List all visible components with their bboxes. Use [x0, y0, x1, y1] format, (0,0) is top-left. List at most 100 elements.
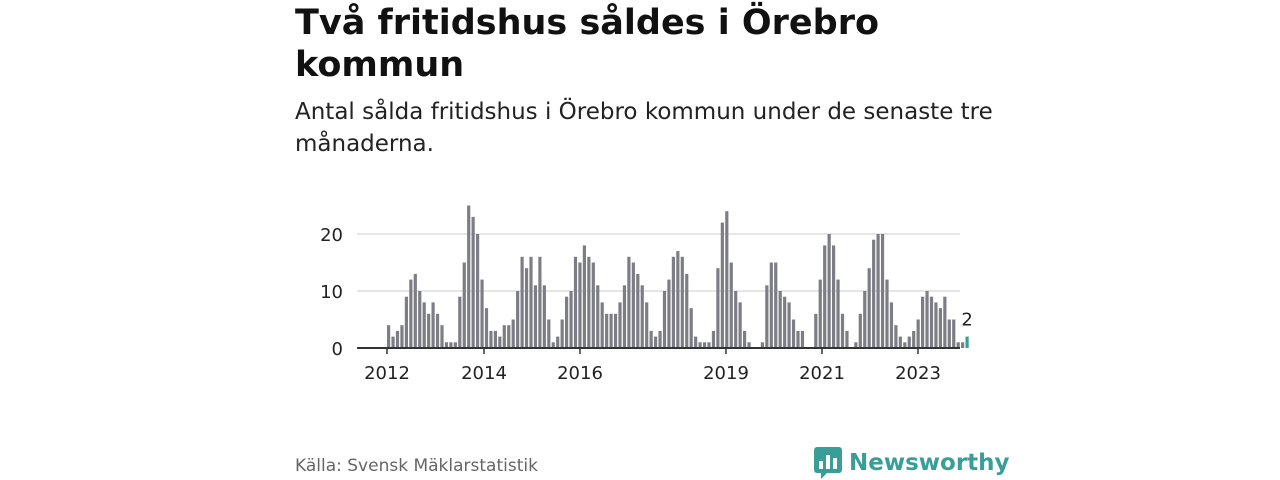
- bar: [818, 279, 822, 348]
- bar: [484, 308, 489, 348]
- bar: [498, 336, 502, 348]
- bar: [676, 251, 680, 348]
- y-tick-label: 0: [332, 339, 343, 360]
- bar: [618, 302, 622, 348]
- bar: [845, 330, 849, 348]
- bar: [471, 216, 475, 348]
- bar: [671, 256, 675, 348]
- bar: [529, 256, 533, 348]
- bar: [711, 330, 716, 348]
- bar: [654, 336, 658, 348]
- bar: [489, 330, 493, 348]
- bar: [600, 302, 604, 348]
- bar: [863, 291, 867, 348]
- chart-subtitle: Antal sålda fritidshus i Örebro kommun u…: [295, 99, 993, 157]
- bar-chart: 0 10 20 2012 2014 2016 2019 2021 2023 2: [320, 205, 973, 384]
- bar: [418, 291, 422, 348]
- bar: [889, 302, 894, 348]
- bar: [791, 319, 796, 348]
- x-tick-label: 2016: [557, 363, 603, 384]
- bar: [502, 325, 506, 348]
- bar: [912, 330, 916, 348]
- bar: [783, 296, 787, 348]
- bar: [956, 342, 960, 348]
- bar: [658, 330, 662, 348]
- bar: [667, 279, 671, 348]
- bar: [556, 336, 560, 348]
- bar: [440, 325, 444, 348]
- data-label-last: 2: [961, 310, 972, 331]
- bar: [827, 234, 831, 348]
- newsworthy-logo: Newsworthy: [813, 446, 1010, 480]
- bar: [533, 285, 538, 348]
- bar: [467, 205, 471, 348]
- bar: [943, 296, 947, 348]
- bar: [952, 319, 956, 348]
- bar: [738, 302, 742, 348]
- bar-chart-speech-bubble-icon: [814, 447, 842, 479]
- bar: [694, 336, 698, 348]
- bar: [453, 342, 457, 348]
- bar: [609, 313, 613, 348]
- bar: [725, 211, 729, 348]
- source-note: Källa: Svensk Mäklarstatistik: [295, 456, 538, 476]
- bar: [565, 296, 569, 348]
- bar: [578, 262, 582, 348]
- bar: [747, 342, 751, 348]
- bar: [627, 256, 631, 348]
- bar: [796, 330, 800, 348]
- bar: [689, 308, 693, 348]
- bar: [916, 319, 920, 348]
- bar: [582, 245, 586, 348]
- bar: [698, 342, 702, 348]
- bar: [938, 308, 942, 348]
- bar: [449, 342, 453, 348]
- bar: [876, 234, 880, 348]
- chart-title: Två fritidshus såldes i Örebro kommun: [295, 3, 879, 85]
- bar: [569, 291, 573, 348]
- bar: [476, 234, 480, 348]
- bar: [685, 273, 689, 348]
- bar: [560, 319, 564, 348]
- bar: [395, 330, 400, 348]
- bar: [800, 330, 805, 348]
- bar: [680, 256, 684, 348]
- bar: [573, 256, 578, 348]
- bar: [524, 268, 529, 348]
- bar: [760, 342, 764, 348]
- bar: [400, 325, 404, 348]
- bar: [391, 336, 395, 348]
- bar: [551, 342, 555, 348]
- bar: [787, 302, 791, 348]
- bar: [903, 342, 907, 348]
- bar: [645, 302, 649, 348]
- bar: [596, 285, 600, 348]
- bar: [622, 285, 627, 348]
- bar: [591, 262, 595, 348]
- bar: [480, 279, 484, 348]
- bar: [431, 302, 435, 348]
- bar: [814, 313, 818, 348]
- bar: [947, 319, 951, 348]
- bar: [894, 325, 898, 348]
- bar: [422, 302, 426, 348]
- x-tick-label: 2023: [895, 363, 941, 384]
- bar: [631, 262, 635, 348]
- x-tick-label: 2012: [364, 363, 410, 384]
- bar: [858, 313, 862, 348]
- bar: [435, 313, 440, 348]
- bar: [613, 313, 618, 348]
- bar: [542, 285, 546, 348]
- bar: [458, 296, 462, 348]
- bar: [605, 313, 609, 348]
- logo-text: Newsworthy: [849, 450, 1010, 476]
- bar: [387, 325, 391, 348]
- bar: [547, 319, 551, 348]
- bar: [765, 285, 769, 348]
- bar: [720, 222, 724, 348]
- bar: [538, 256, 542, 348]
- bar: [511, 319, 515, 348]
- bar: [516, 291, 520, 348]
- bar: [444, 342, 449, 348]
- bar: [520, 256, 524, 348]
